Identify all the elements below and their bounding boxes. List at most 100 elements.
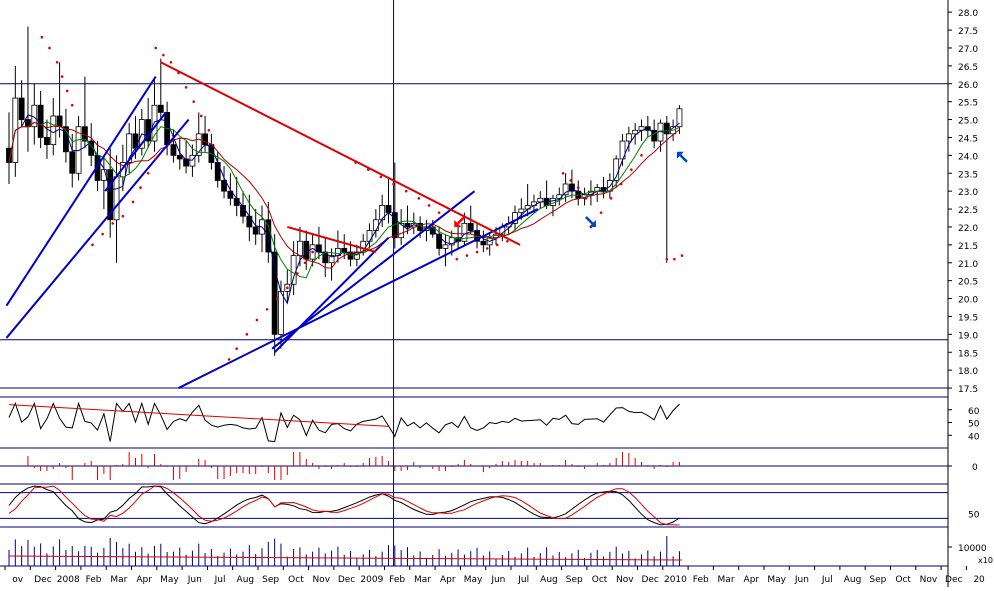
price-tick-label: 28.0 <box>958 9 978 19</box>
sar-dot <box>235 347 238 350</box>
price-tick-label: 19.0 <box>958 331 978 341</box>
candle-body <box>189 154 196 167</box>
candle-body <box>227 190 234 199</box>
sar-dot <box>146 171 150 175</box>
price-tick-label: 22.5 <box>958 206 978 216</box>
rsi-tick-label: 60 <box>968 407 980 417</box>
x-tick-label: Oct <box>592 575 608 585</box>
candle <box>385 176 392 224</box>
candle-body <box>183 158 190 167</box>
candle-body <box>126 133 133 163</box>
x-tick-label: Aug <box>844 575 862 585</box>
x-tick-label: Jun <box>187 575 202 585</box>
candle-body <box>651 129 658 142</box>
sar-dot <box>177 71 180 75</box>
candle-body <box>176 154 183 160</box>
candle-body <box>385 205 392 214</box>
x-tick-label: Apr <box>136 575 152 585</box>
candle-body <box>252 226 259 235</box>
sar-dot <box>169 60 173 64</box>
trend-line-blue <box>178 208 539 389</box>
x-tick-label: 2009 <box>360 575 383 585</box>
moving-average-short <box>8 114 680 305</box>
rsi-tick-label: 40 <box>968 432 980 442</box>
price-tick-label: 24.5 <box>958 134 978 144</box>
candle <box>512 205 518 231</box>
sar-dot <box>40 35 44 39</box>
x-tick-label: 20 <box>973 575 985 585</box>
price-tick-label: 26.5 <box>958 63 978 73</box>
candle <box>107 148 114 238</box>
candle-body <box>663 122 670 135</box>
sar-dot <box>192 100 195 103</box>
x-tick-label: Nov <box>312 575 330 585</box>
sar-dot <box>154 157 158 161</box>
x-tick-label: Nov <box>920 575 938 585</box>
candle <box>455 226 461 249</box>
candle-body <box>442 244 449 249</box>
arrow-shaft <box>456 216 466 225</box>
x-tick-label: Jul <box>517 575 529 585</box>
x-tick-label: Jun <box>794 575 809 585</box>
sar-dot <box>465 254 469 257</box>
sar-dot <box>70 103 74 107</box>
sar-dot <box>286 286 289 290</box>
candle <box>486 234 493 256</box>
candle-body <box>214 162 221 181</box>
candle-body <box>6 147 12 163</box>
sar-dot <box>640 154 643 157</box>
x-tick-label: 2008 <box>57 575 80 585</box>
candle-body <box>537 197 544 203</box>
trend-line-blue <box>5 76 157 307</box>
sar-dot <box>303 261 307 265</box>
candle <box>25 26 31 152</box>
price-tick-label: 21.0 <box>958 260 978 270</box>
sar-dot <box>427 204 431 207</box>
candle-body <box>328 255 335 264</box>
sar-dot <box>619 182 623 186</box>
sar-dot <box>561 171 565 175</box>
candle-body <box>550 197 556 206</box>
candle-body <box>347 251 354 260</box>
candle <box>632 123 639 145</box>
rsi-tick-label: 50 <box>968 420 980 430</box>
candle-body <box>366 230 373 242</box>
sar-dot <box>184 86 188 89</box>
sar-dot <box>485 247 489 250</box>
x-tick-label: May <box>464 575 483 585</box>
arrow-head <box>588 219 596 227</box>
x-tick-label: ov <box>12 575 24 585</box>
candle <box>569 169 575 199</box>
x-tick-label: Oct <box>288 575 304 585</box>
candle-body <box>18 97 25 120</box>
candle <box>145 98 152 149</box>
annotation-arrow <box>585 216 596 227</box>
x-tick-label: Mar <box>414 575 431 585</box>
arrow-head <box>676 151 684 159</box>
sar-dot <box>455 257 459 261</box>
x-tick-label: Aug <box>237 575 255 585</box>
sar-dot <box>60 75 64 78</box>
candle-body <box>379 205 386 221</box>
candle <box>138 108 145 156</box>
price-tick-label: 26.0 <box>958 81 978 91</box>
candle <box>480 230 487 253</box>
candle <box>189 144 196 177</box>
candle-body <box>480 240 487 246</box>
x-tick-label: Dec <box>641 575 658 585</box>
sar-dot <box>227 358 231 361</box>
candle <box>271 234 278 356</box>
sar-dot <box>311 250 314 254</box>
sar-dot <box>111 222 115 225</box>
sar-dot <box>680 254 684 257</box>
candle <box>31 83 38 145</box>
candle <box>353 244 360 267</box>
candle-body <box>353 251 360 260</box>
price-tick-label: 20.5 <box>958 278 978 288</box>
sar-dot <box>366 168 370 171</box>
sar-dot <box>121 214 125 218</box>
sar-dot <box>199 114 203 118</box>
candle <box>100 155 107 210</box>
candle <box>524 183 531 217</box>
